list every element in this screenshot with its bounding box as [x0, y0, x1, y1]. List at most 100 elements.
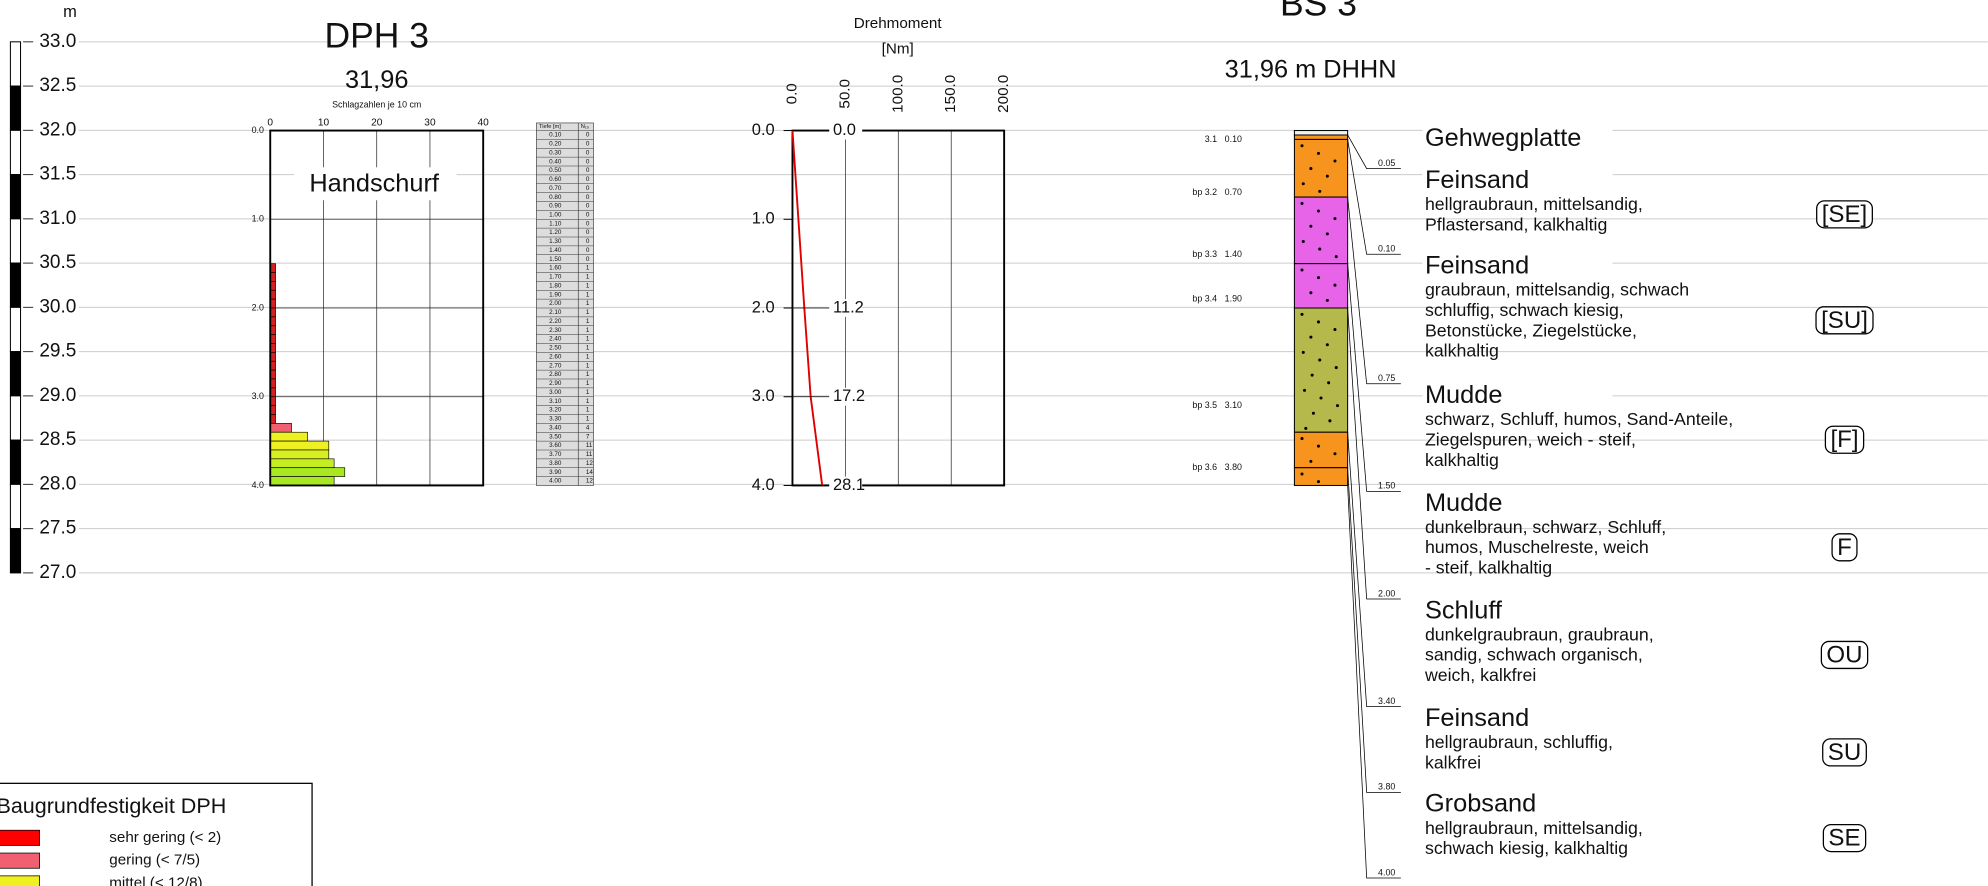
soil-dot	[1309, 291, 1312, 294]
table-depth: 2.10	[549, 309, 562, 316]
blow-bar	[270, 459, 334, 468]
elevation-label: 27.5	[39, 518, 76, 539]
soil-layer	[1294, 135, 1347, 139]
depth-label: 0.0	[252, 125, 264, 135]
table-blows: 1	[586, 389, 590, 396]
soil-dot	[1336, 404, 1339, 407]
value-label: 11.2	[833, 298, 864, 316]
dph-title: DPH 3	[324, 15, 429, 55]
table-depth: 2.60	[549, 353, 562, 360]
borehole-title: BS 3	[1280, 0, 1357, 24]
table-blows: 0	[586, 229, 590, 236]
table-depth: 1.50	[549, 256, 562, 263]
dph-elevation: 31,96	[345, 66, 408, 94]
table-blows: 1	[586, 398, 590, 405]
table-blows: 11	[586, 442, 593, 449]
layer-code: SE	[1828, 825, 1860, 852]
table-blows: 0	[586, 167, 590, 174]
scale-segment	[10, 130, 20, 174]
table-blows: 0	[586, 158, 590, 165]
table-depth: 0.60	[549, 176, 562, 183]
layer-code: [SE]	[1822, 201, 1868, 228]
table-blows: 1	[586, 274, 590, 281]
scale-segment	[10, 42, 20, 86]
soil-dot	[1333, 159, 1336, 162]
layer-depth: 3.40	[1378, 696, 1395, 706]
table-blows: 1	[586, 291, 590, 298]
table-blows: 1	[586, 300, 590, 307]
table-blows: 0	[586, 132, 590, 139]
scale-segment	[10, 219, 20, 263]
soil-dot	[1327, 381, 1330, 384]
borehole-elevation: 31,96 m DHHN	[1225, 56, 1397, 84]
table-depth: 0.90	[549, 203, 562, 210]
elevation-label: 28.0	[39, 473, 76, 494]
table-blows: 0	[586, 149, 590, 156]
x-tick-label: 40	[478, 118, 490, 129]
x-tick-label: 100.0	[889, 75, 906, 113]
layer-name: Feinsand	[1425, 252, 1529, 280]
table-depth: 2.20	[549, 318, 562, 325]
table-depth: 2.00	[549, 300, 562, 307]
depth-label: 1.0	[752, 210, 775, 228]
soil-dot	[1304, 427, 1307, 430]
sample-depth: 1.40	[1225, 249, 1242, 259]
soil-dot	[1300, 313, 1303, 316]
layer-description: hellgraubraun, mittelsandig,	[1425, 818, 1643, 838]
depth-label: 0.0	[752, 121, 775, 139]
layer-name: Gehwegplatte	[1425, 124, 1581, 152]
table-blows: 1	[586, 265, 590, 272]
table-depth: 4.00	[549, 478, 562, 485]
legend-label: sehr gering (< 2)	[109, 829, 221, 846]
x-tick-label: 150.0	[942, 75, 959, 113]
dph-label: Handschurf	[309, 170, 440, 198]
table-depth: 2.50	[549, 345, 562, 352]
soil-dot	[1300, 473, 1303, 476]
dph-subtitle: Schlagzahlen je 10 cm	[332, 100, 421, 110]
x-tick-label: 30	[424, 118, 436, 129]
legend-label: gering (< 7/5)	[109, 852, 200, 869]
depth-label: 4.0	[752, 476, 775, 494]
table-depth: 2.70	[549, 362, 562, 369]
layer-description: kalkfrei	[1425, 752, 1481, 772]
layer-name: Feinsand	[1425, 166, 1529, 194]
table-depth: 3.20	[549, 407, 562, 414]
layer-description: humos, Muschelreste, weich	[1425, 537, 1649, 557]
table-depth: 2.30	[549, 327, 562, 334]
table-depth: 1.00	[549, 212, 562, 219]
soil-layer	[1294, 468, 1347, 486]
sample-depth: 3.80	[1225, 462, 1242, 472]
sample-depth: 0.70	[1225, 187, 1242, 197]
table-blows: 1	[586, 353, 590, 360]
table-blows: 0	[586, 256, 590, 263]
layer-code: [F]	[1830, 426, 1858, 453]
soil-dot	[1300, 202, 1303, 205]
layer-name: Feinsand	[1425, 704, 1529, 732]
elevation-label: 27.0	[39, 562, 76, 583]
soil-dot	[1318, 248, 1321, 251]
table-depth: 2.40	[549, 336, 562, 343]
layer-name: Grobsand	[1425, 790, 1536, 818]
elevation-label: 33.0	[39, 31, 76, 52]
x-tick-label: 0.0	[783, 83, 800, 104]
elevation-label: 28.5	[39, 429, 76, 450]
soil-dot	[1335, 255, 1338, 258]
layer-description: weich, kalkfrei	[1424, 665, 1536, 685]
page: {"elevation_axis":{"unit":"m","ticks":[{…	[0, 0, 1988, 886]
soil-dot	[1317, 210, 1320, 213]
layer-description: kalkhaltig	[1425, 341, 1499, 361]
elevation-label: 29.0	[39, 385, 76, 406]
depth-label: 2.0	[252, 302, 264, 312]
table-depth: 3.70	[549, 451, 562, 458]
layer-description: schwarz, Schluff, humos, Sand-Anteile,	[1425, 409, 1733, 429]
sample-depth: 1.90	[1225, 293, 1242, 303]
soil-layer	[1294, 131, 1347, 135]
soil-dot	[1335, 366, 1338, 369]
elevation-label: 31.5	[39, 164, 76, 185]
table-depth: 3.00	[549, 389, 562, 396]
x-tick-label: 10	[318, 118, 330, 129]
legend-label: mittel (< 12/8)	[109, 874, 202, 886]
soil-dot	[1333, 328, 1336, 331]
layer-code: F	[1837, 534, 1852, 561]
table-blows: 1	[586, 318, 590, 325]
